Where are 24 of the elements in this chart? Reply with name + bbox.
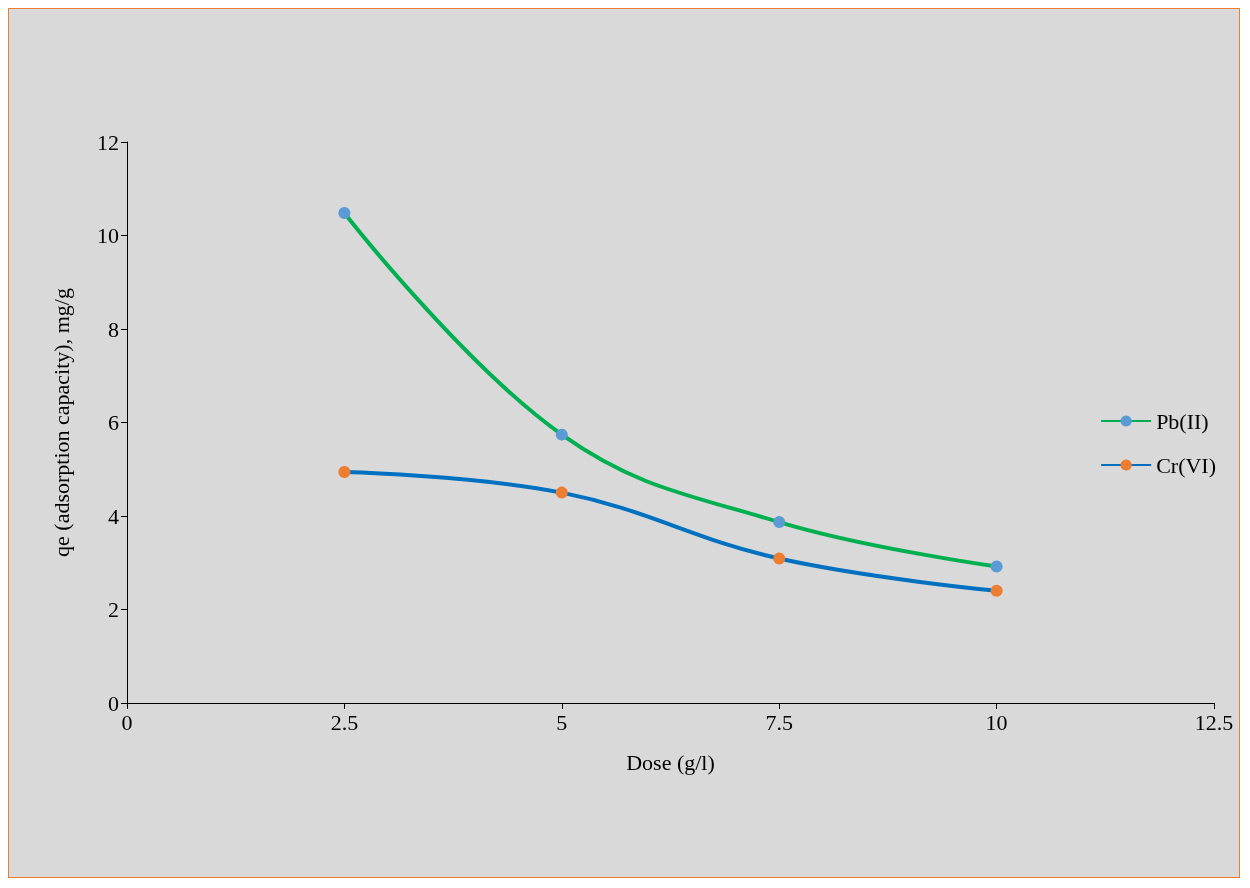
point [773, 516, 786, 529]
y-tick-label: 6 [108, 410, 119, 435]
point [773, 552, 786, 565]
x-tick-label: 12.5 [1194, 709, 1234, 735]
y-axis-title: qe (adsorption capacity), mg/g [48, 288, 74, 557]
point [338, 466, 351, 479]
x-axis-title: Dose (g/l) [626, 749, 715, 775]
legend-label: Pb(II) [1156, 408, 1209, 434]
y-tick-label: 4 [108, 503, 119, 529]
x-tick-label: 2.5 [330, 709, 359, 735]
x-tick-label: 7.5 [765, 709, 793, 735]
legend-label: Cr(VI) [1156, 452, 1217, 478]
y-tick-label: 8 [108, 316, 119, 342]
point [990, 560, 1003, 573]
x-tick-label: 10 [985, 709, 1008, 735]
point [990, 584, 1003, 597]
y-tick-label: 2 [108, 597, 119, 622]
x-tick-label: 5 [556, 709, 568, 735]
point [338, 207, 351, 220]
point [555, 428, 568, 441]
y-tick-label: 12 [97, 129, 119, 155]
y-tick-label: 0 [108, 690, 119, 716]
y-tick-label: 10 [97, 223, 119, 248]
point [555, 486, 568, 499]
